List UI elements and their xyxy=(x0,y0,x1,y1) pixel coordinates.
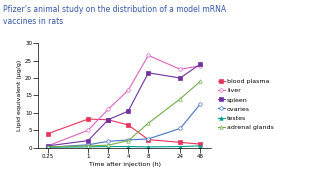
testes xyxy=(106,145,110,148)
adrenal glands xyxy=(147,122,150,124)
adrenal glands xyxy=(46,146,50,148)
testes xyxy=(86,146,90,148)
liver xyxy=(198,65,202,67)
Line: testes: testes xyxy=(46,144,202,149)
Legend: blood plasma, liver, spleen, ovaries, testes, adrenal glands: blood plasma, liver, spleen, ovaries, te… xyxy=(218,79,274,130)
blood plasma xyxy=(106,119,110,121)
blood plasma xyxy=(46,133,50,135)
Line: adrenal glands: adrenal glands xyxy=(46,80,202,149)
spleen xyxy=(106,119,110,121)
blood plasma xyxy=(147,139,150,141)
spleen xyxy=(198,63,202,65)
spleen xyxy=(178,77,182,79)
liver xyxy=(147,54,150,57)
testes xyxy=(126,145,130,148)
blood plasma xyxy=(126,124,130,126)
ovaries xyxy=(126,139,130,141)
ovaries xyxy=(46,146,50,148)
Text: Pfizer’s animal study on the distribution of a model mRNA
vaccines in rats: Pfizer’s animal study on the distributio… xyxy=(3,5,226,26)
spleen xyxy=(147,72,150,74)
testes xyxy=(46,146,50,148)
ovaries xyxy=(198,103,202,105)
testes xyxy=(198,145,202,147)
Line: spleen: spleen xyxy=(46,62,202,148)
Line: liver: liver xyxy=(46,54,202,148)
Line: ovaries: ovaries xyxy=(46,102,202,149)
liver xyxy=(86,129,90,131)
adrenal glands xyxy=(86,145,90,147)
ovaries xyxy=(106,140,110,142)
ovaries xyxy=(178,127,182,130)
liver xyxy=(126,89,130,91)
ovaries xyxy=(147,138,150,140)
adrenal glands xyxy=(106,144,110,146)
blood plasma xyxy=(198,143,202,145)
adrenal glands xyxy=(126,140,130,142)
blood plasma xyxy=(178,141,182,143)
spleen xyxy=(86,140,90,142)
adrenal glands xyxy=(198,80,202,83)
Line: blood plasma: blood plasma xyxy=(46,117,202,146)
spleen xyxy=(46,145,50,147)
adrenal glands xyxy=(178,98,182,100)
Y-axis label: Lipid equivalent (μg/g): Lipid equivalent (μg/g) xyxy=(17,60,22,131)
X-axis label: Time after injection (h): Time after injection (h) xyxy=(89,162,161,167)
liver xyxy=(178,68,182,70)
spleen xyxy=(126,110,130,112)
liver xyxy=(46,145,50,147)
testes xyxy=(178,145,182,148)
blood plasma xyxy=(86,118,90,120)
liver xyxy=(106,108,110,110)
ovaries xyxy=(86,144,90,146)
testes xyxy=(147,146,150,148)
